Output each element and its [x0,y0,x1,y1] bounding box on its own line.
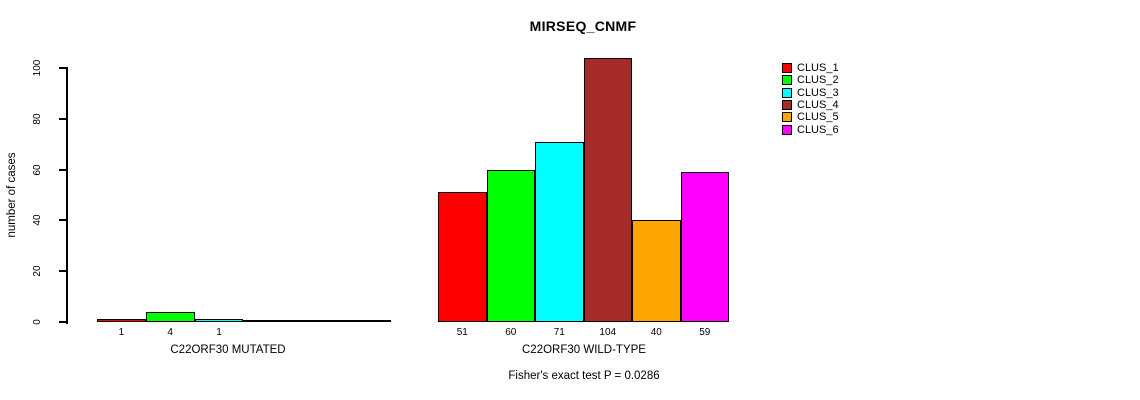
y-tick-label: 40 [32,214,43,226]
y-axis-label: number of cases [6,152,18,238]
bar-value-label: 4 [167,327,173,338]
legend-label: CLUS_2 [797,74,839,87]
legend-swatch-clus_1 [782,63,792,74]
y-tick [59,321,67,323]
bar-value-label: 40 [650,327,662,338]
legend-label: CLUS_5 [797,111,839,124]
y-axis-line [66,67,68,324]
legend-label: CLUS_6 [797,123,839,136]
group-label-wild-type: C22ORF30 WILD-TYPE [522,344,646,356]
bar-value-label: 71 [553,327,565,338]
bar-value-label: 1 [118,327,125,338]
y-tick-label: 60 [32,164,43,176]
bar-clus_4 [583,58,632,322]
legend-swatch-clus_6 [782,124,792,135]
legend-item: CLUS_4 [782,99,839,111]
y-tick-label: 0 [32,319,43,325]
y-tick-label: 20 [32,265,43,277]
y-tick [59,219,67,222]
y-tick [59,270,67,273]
bar-clus_3 [194,319,244,322]
zero-bar-clus_4 [243,320,294,322]
legend-swatch-clus_4 [782,100,792,111]
legend-swatch-clus_2 [782,75,792,86]
y-tick [59,67,67,69]
bar-clus_1 [438,192,487,322]
y-tick-label: 80 [32,113,43,125]
legend-item: CLUS_1 [782,62,839,74]
fisher-test-caption: Fisher's exact test P = 0.0286 [508,370,660,382]
legend-swatch-clus_5 [782,112,792,123]
bar-clus_2 [486,170,535,322]
bar-clus_5 [632,220,681,322]
bar-clus_3 [535,142,584,322]
group-label-mutated: C22ORF30 MUTATED [170,344,286,356]
legend-item: CLUS_6 [782,123,839,136]
chart-title: MIRSEQ_CNMF [529,18,637,34]
zero-bar-clus_5 [292,320,342,322]
y-tick [59,168,67,171]
legend-label: CLUS_4 [797,99,839,112]
bar-value-label: 60 [505,327,517,338]
legend-item: CLUS_2 [782,74,839,86]
bar-clus_1 [97,319,146,322]
bar-value-label: 104 [599,327,617,338]
bar-value-label: 59 [699,327,711,338]
legend-label: CLUS_1 [797,62,839,75]
zero-bar-clus_6 [341,320,391,322]
bar-value-label: 51 [456,327,468,338]
legend-item: CLUS_5 [782,111,839,123]
legend-label: CLUS_3 [797,86,839,99]
bar-clus_2 [145,312,195,322]
legend-item: CLUS_3 [782,87,839,99]
bar-value-label: 1 [216,327,222,338]
legend-swatch-clus_3 [782,87,792,98]
legend: CLUS_1 CLUS_2 CLUS_3 CLUS_4 CLUS_5 CLUS_6 [782,62,839,136]
y-tick [59,117,67,120]
y-tick-label: 100 [32,59,43,77]
bar-clus_6 [680,172,729,322]
